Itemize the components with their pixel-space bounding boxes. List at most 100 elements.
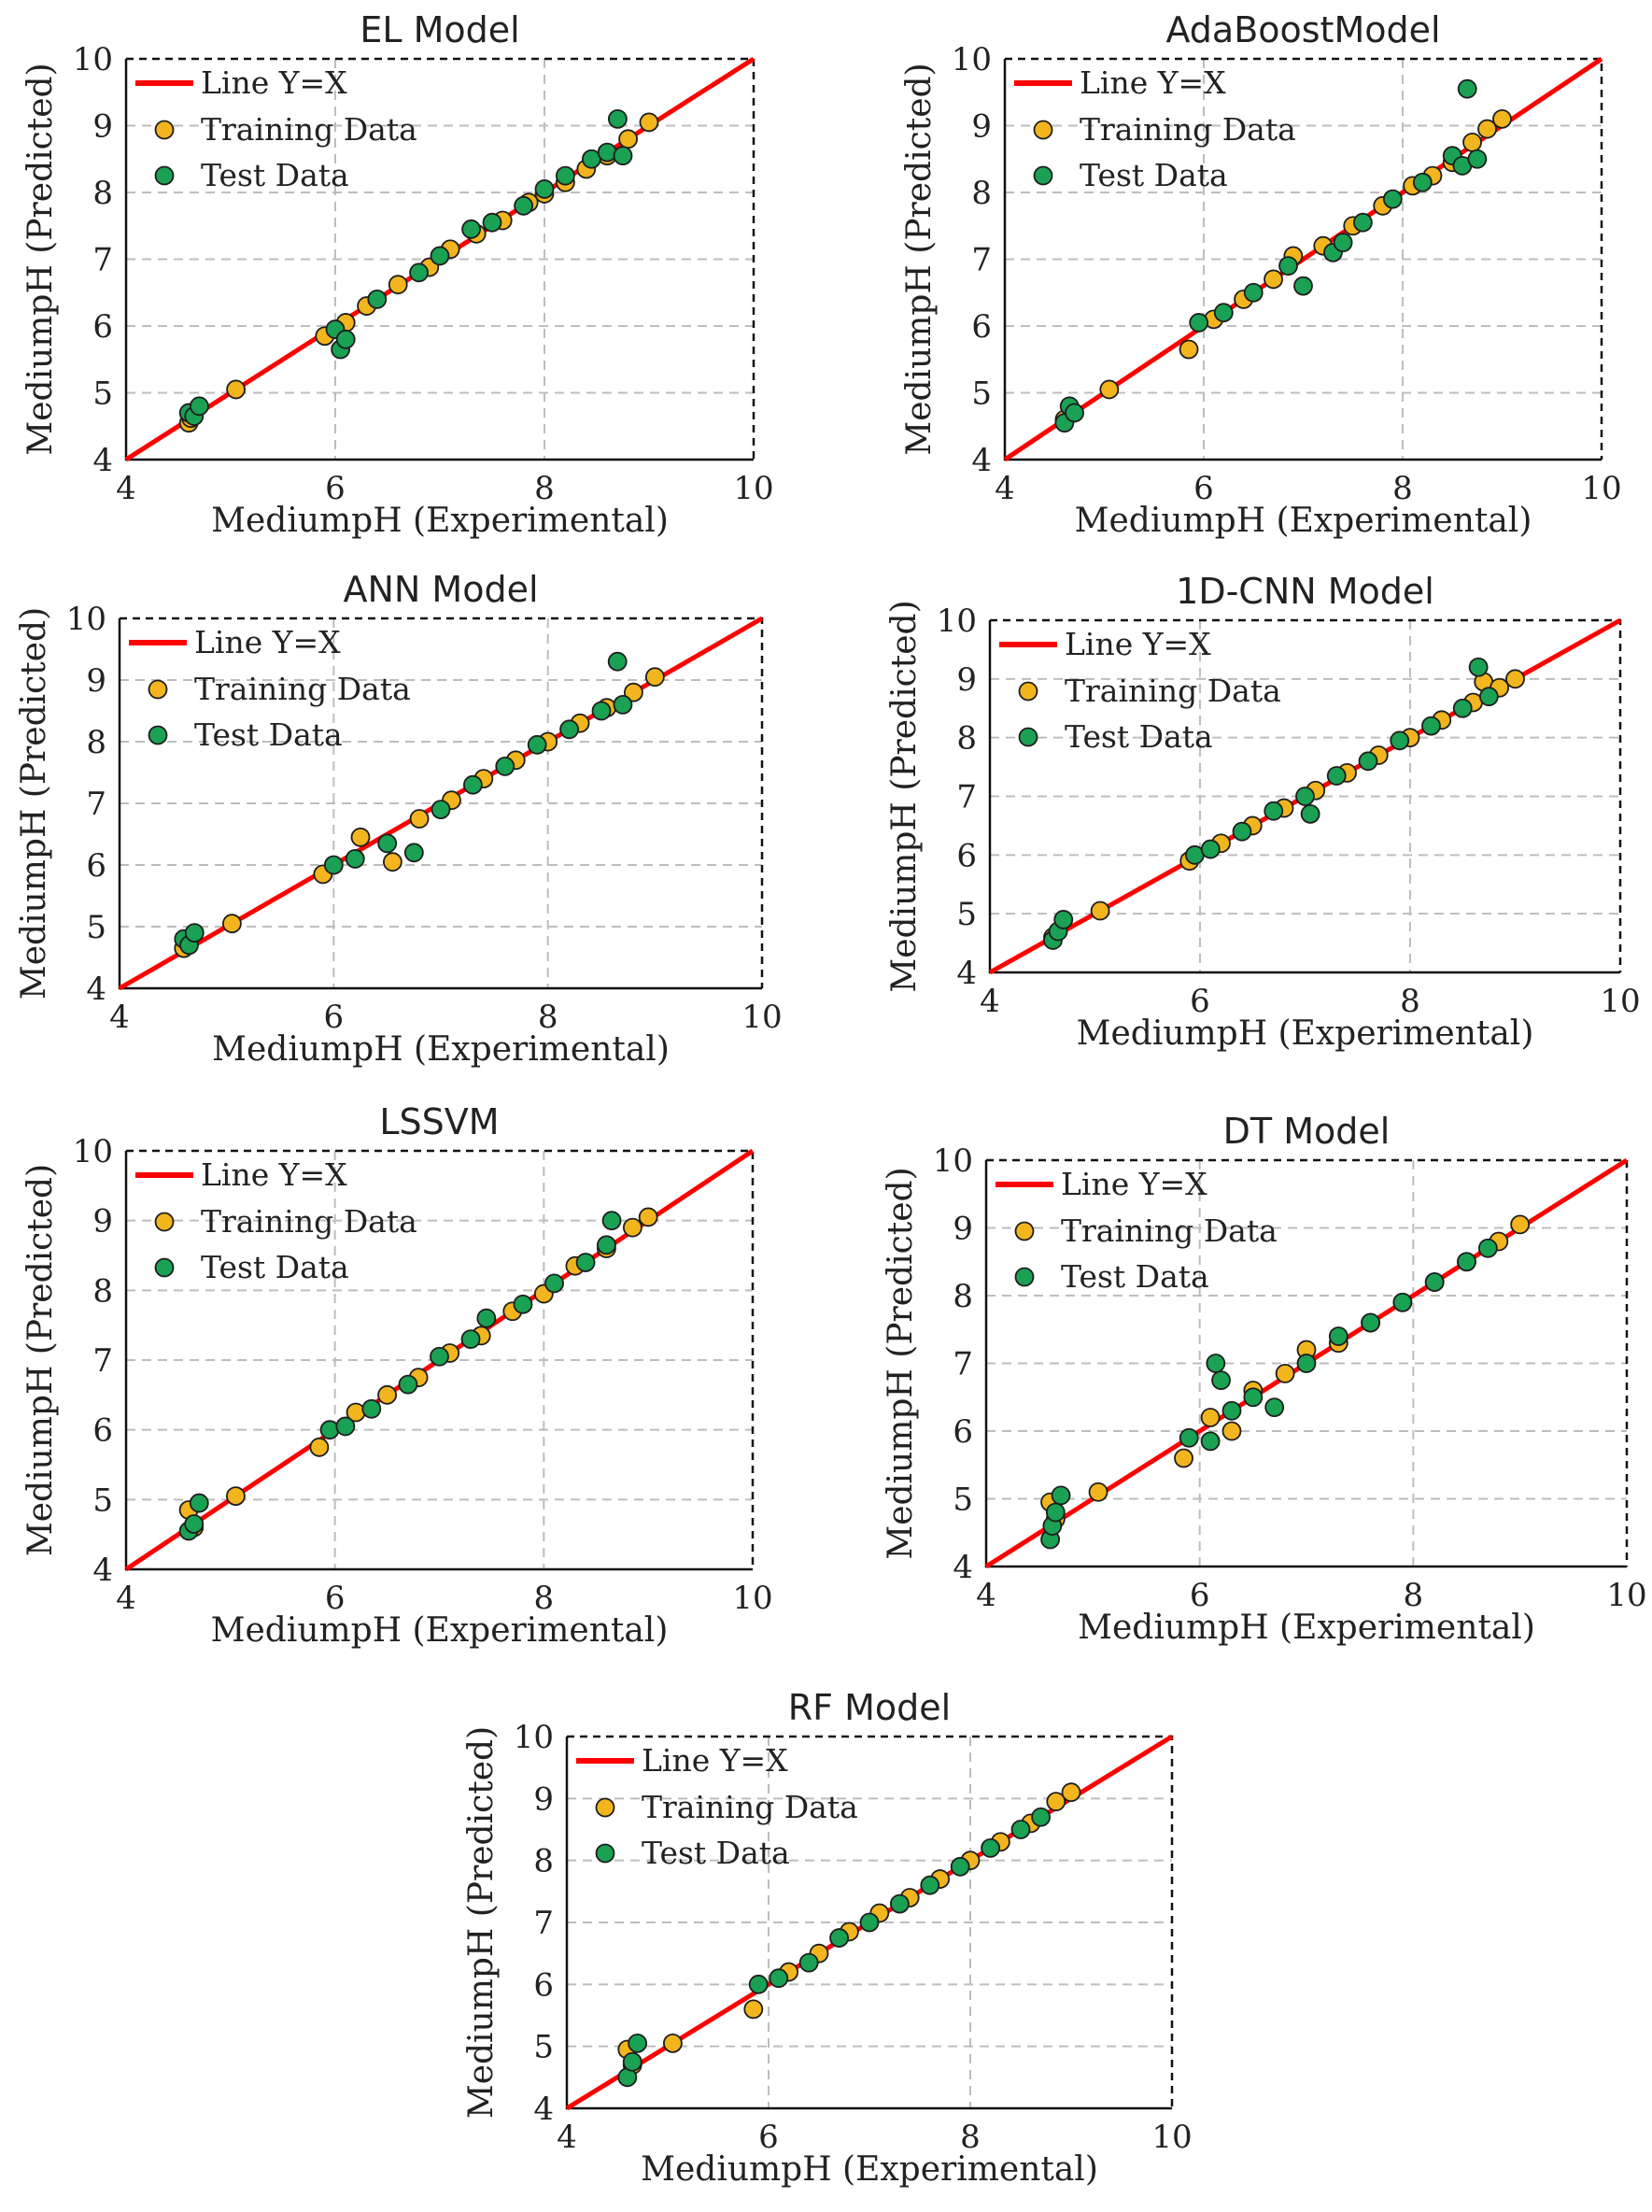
y-tick-label: 5 — [956, 896, 977, 933]
legend-label-training: Training Data — [1080, 111, 1296, 148]
x-axis-label: MediumpH (Experimental) — [1078, 1609, 1535, 1647]
test-point — [601, 1211, 622, 1231]
test-point — [476, 1308, 497, 1328]
training-point — [1477, 119, 1497, 139]
test-point — [430, 1346, 449, 1367]
test-point — [513, 1294, 533, 1314]
y-tick-label: 5 — [86, 909, 106, 946]
y-tick-label: 10 — [66, 601, 106, 638]
test-point — [748, 1974, 769, 1994]
x-tick-label: 10 — [1581, 470, 1621, 507]
test-point — [613, 695, 633, 715]
test-point — [1189, 313, 1209, 333]
y-tick-label: 10 — [952, 41, 992, 78]
legend-label-training: Training Data — [1065, 673, 1281, 709]
test-point — [1457, 78, 1477, 99]
test-point — [377, 833, 398, 854]
y-tick-label: 4 — [956, 955, 977, 992]
test-point — [1243, 282, 1264, 303]
y-tick-label: 10 — [73, 41, 113, 78]
test-point — [575, 1253, 596, 1272]
test-point — [1390, 730, 1410, 751]
training-point — [622, 1217, 642, 1238]
test-point — [1468, 657, 1489, 677]
test-point — [189, 1493, 209, 1513]
legend-label-line: Line Y=X — [642, 1742, 788, 1779]
y-tick-label: 4 — [86, 971, 106, 1008]
test-point — [409, 262, 430, 283]
legend-label-test: Test Data — [201, 1249, 349, 1285]
y-tick-label: 4 — [92, 442, 113, 479]
y-axis-label: MediumpH (Predicted) — [882, 1167, 920, 1559]
x-tick-label: 8 — [960, 2119, 981, 2156]
test-point — [367, 289, 388, 309]
legend-training-swatch — [1018, 681, 1038, 702]
y-tick-label: 7 — [953, 1346, 973, 1383]
training-point — [1200, 1408, 1221, 1427]
test-point — [1326, 766, 1347, 786]
test-point — [544, 1273, 564, 1294]
test-point — [403, 843, 424, 863]
legend-test-swatch — [148, 725, 168, 745]
x-tick-label: 8 — [534, 1580, 555, 1617]
x-tick-label: 4 — [980, 983, 1000, 1020]
x-axis-label: MediumpH (Experimental) — [211, 502, 669, 540]
legend-test-swatch — [1014, 1267, 1035, 1287]
training-point — [1099, 379, 1120, 400]
test-point — [1293, 276, 1313, 296]
test-point — [1264, 1397, 1285, 1418]
legend-label-line: Line Y=X — [1080, 64, 1226, 101]
legend-label-line: Line Y=X — [194, 624, 341, 660]
chart-title: EL Model — [360, 9, 519, 50]
test-point — [608, 108, 628, 129]
test-point — [495, 757, 515, 776]
x-tick-label: 10 — [733, 470, 773, 507]
y-tick-label: 7 — [92, 242, 113, 279]
legend-training-swatch — [154, 1212, 175, 1232]
training-point — [226, 379, 247, 400]
test-point — [1361, 1312, 1380, 1333]
x-tick-label: 10 — [732, 1580, 772, 1617]
test-point — [613, 146, 633, 166]
test-point — [556, 165, 575, 186]
training-point — [309, 1437, 330, 1457]
test-point — [1477, 1238, 1498, 1258]
test-point — [859, 1912, 880, 1933]
test-point — [431, 800, 451, 819]
test-point — [1278, 256, 1298, 276]
y-tick-label: 7 — [92, 1342, 113, 1380]
y-tick-label: 5 — [92, 376, 113, 413]
test-point — [1467, 149, 1488, 169]
test-point — [1200, 839, 1221, 859]
test-point — [890, 1893, 910, 1914]
test-point — [1264, 801, 1284, 821]
y-tick-label: 8 — [971, 175, 992, 212]
legend: Line Y=X Training Data Test Data — [995, 1166, 1278, 1295]
training-point — [624, 682, 643, 702]
test-point — [1213, 303, 1234, 323]
test-point — [189, 396, 209, 417]
training-point — [639, 112, 659, 133]
x-tick-label: 8 — [1392, 470, 1413, 507]
y-axis-label: MediumpH (Predicted) — [21, 63, 60, 455]
test-point — [1382, 189, 1403, 209]
x-axis-label: MediumpH (Experimental) — [1075, 502, 1532, 540]
test-point — [597, 142, 617, 163]
test-point — [1412, 172, 1433, 192]
test-point — [462, 774, 483, 795]
test-point — [335, 329, 356, 349]
legend-test-swatch — [595, 1843, 615, 1864]
x-axis-label: MediumpH (Experimental) — [211, 1611, 669, 1650]
test-point — [398, 1374, 418, 1395]
axis-frame-solid — [118, 618, 762, 990]
test-point — [1053, 910, 1074, 929]
training-point — [221, 914, 242, 934]
test-point — [514, 195, 533, 216]
test-point — [628, 2033, 647, 2053]
y-tick-label: 5 — [533, 2029, 554, 2066]
y-tick-label: 8 — [92, 1272, 113, 1310]
legend-label-training: Training Data — [1061, 1212, 1278, 1249]
test-point — [1051, 1485, 1071, 1506]
test-point — [323, 855, 344, 875]
test-point — [1031, 1807, 1051, 1827]
